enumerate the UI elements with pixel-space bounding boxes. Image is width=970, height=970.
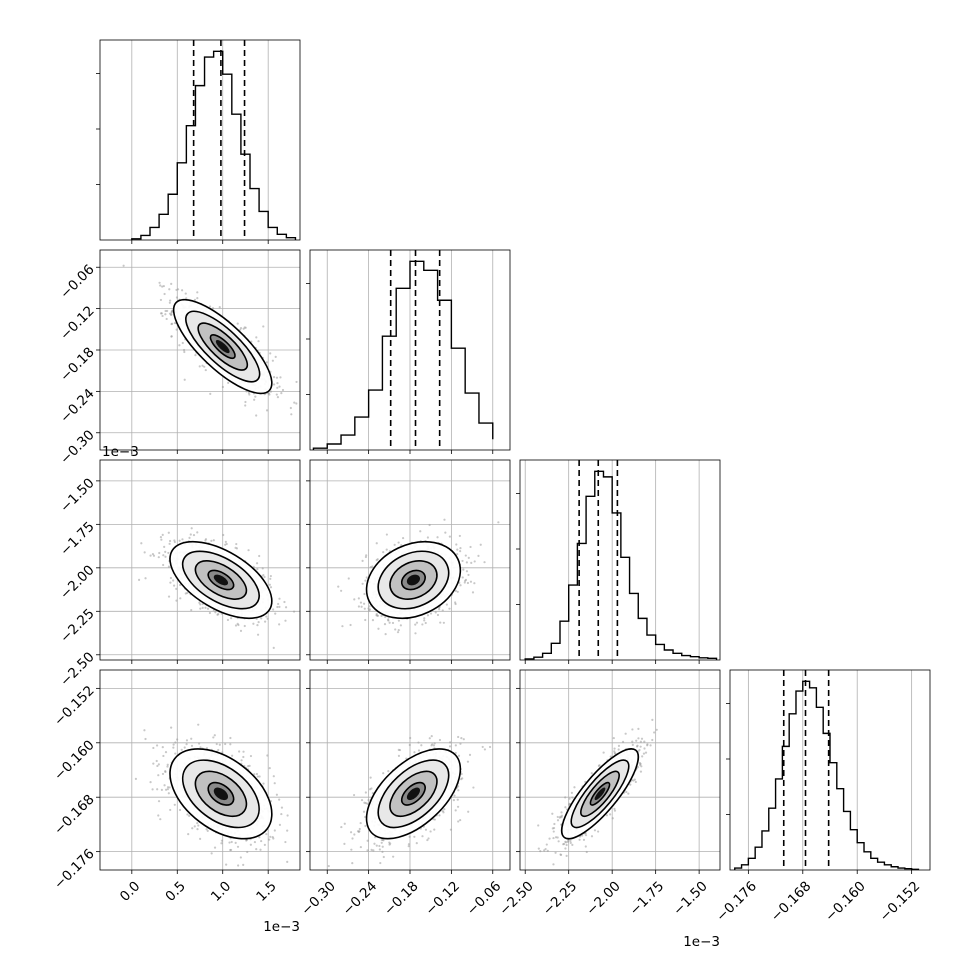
y-tick-label: −2.25 (57, 606, 98, 647)
scatter-panel-3-2: −2.50 −2.25 −2.00 −1.75 −1.50 (496, 670, 720, 919)
histogram-panel-1 (306, 250, 510, 454)
y-offset-text: 1e−3 (102, 444, 139, 460)
offset-texts: 1e−3 1e−3 1e−3 (102, 444, 720, 950)
y-tick-label: −0.18 (57, 344, 98, 385)
x-tick-label: −2.00 (583, 878, 624, 919)
histogram-steps (525, 471, 716, 660)
x-offset-text: 1e−3 (683, 934, 720, 950)
scatter-panel-3-0: 0.0 0.5 1.0 1.5 −0.176 −0.168 −0.160 −0.152 (51, 670, 300, 905)
y-tick-label: −1.50 (57, 475, 98, 516)
y-tick-label: −0.30 (57, 427, 98, 468)
x-tick-label: −1.50 (670, 878, 711, 919)
x-tick-label: −0.176 (713, 878, 760, 925)
x-tick-label: −0.06 (464, 878, 505, 919)
y-tick-label: −2.00 (57, 562, 98, 603)
grid-lines (748, 670, 911, 870)
y-tick-label: −0.24 (57, 386, 98, 427)
x-tick-label: −2.50 (496, 878, 537, 919)
x-tick-label: −0.152 (877, 878, 924, 925)
x-tick-label: −2.25 (540, 878, 581, 919)
scatter-panel-2-0: −2.50−2.25−2.00−1.75−1.50 (57, 460, 303, 690)
x-tick-label: −0.30 (298, 878, 339, 919)
panel-frame (730, 670, 930, 870)
panel-frame (100, 40, 300, 240)
y-tick-label: −0.168 (51, 792, 98, 839)
panel-frame (520, 460, 720, 660)
x-tick-label: −0.12 (422, 878, 463, 919)
y-tick-label: −2.50 (57, 649, 98, 690)
y-tick-label: −0.06 (57, 262, 98, 303)
x-tick-label: 1.0 (208, 878, 235, 905)
grid-lines (132, 40, 268, 240)
histogram-panel-3: −0.176 −0.168 −0.160 −0.152 (713, 670, 930, 925)
y-tick-label: −0.160 (51, 737, 98, 784)
histogram-steps (735, 681, 919, 870)
histogram-panel-2 (516, 460, 720, 664)
scatter-panel-2-1 (306, 460, 510, 664)
x-tick-label: −0.168 (768, 878, 815, 925)
histogram-panel-0 (96, 40, 300, 244)
x-tick-label: −1.75 (627, 878, 668, 919)
scatter-panel-3-1: −0.30 −0.24 −0.18 −0.12 −0.06 (298, 670, 510, 919)
x-tick-label: −0.24 (340, 878, 381, 919)
y-tick-label: −0.152 (51, 683, 98, 730)
histogram-steps (313, 261, 492, 450)
y-tick-label: −0.176 (51, 846, 98, 893)
x-tick-label: 1.5 (253, 878, 280, 905)
x-tick-label: −0.160 (822, 878, 869, 925)
x-tick-label: −0.18 (381, 878, 422, 919)
y-tick-label: −0.12 (57, 303, 98, 344)
y-tick-label: −1.75 (57, 519, 98, 560)
x-tick-label: 0.0 (117, 878, 144, 905)
x-offset-text: 1e−3 (263, 919, 300, 935)
scatter-panel-1-0: −0.30−0.24−0.18−0.12−0.06 (57, 250, 300, 468)
histogram-steps (132, 51, 296, 240)
x-tick-label: 0.5 (162, 878, 189, 905)
